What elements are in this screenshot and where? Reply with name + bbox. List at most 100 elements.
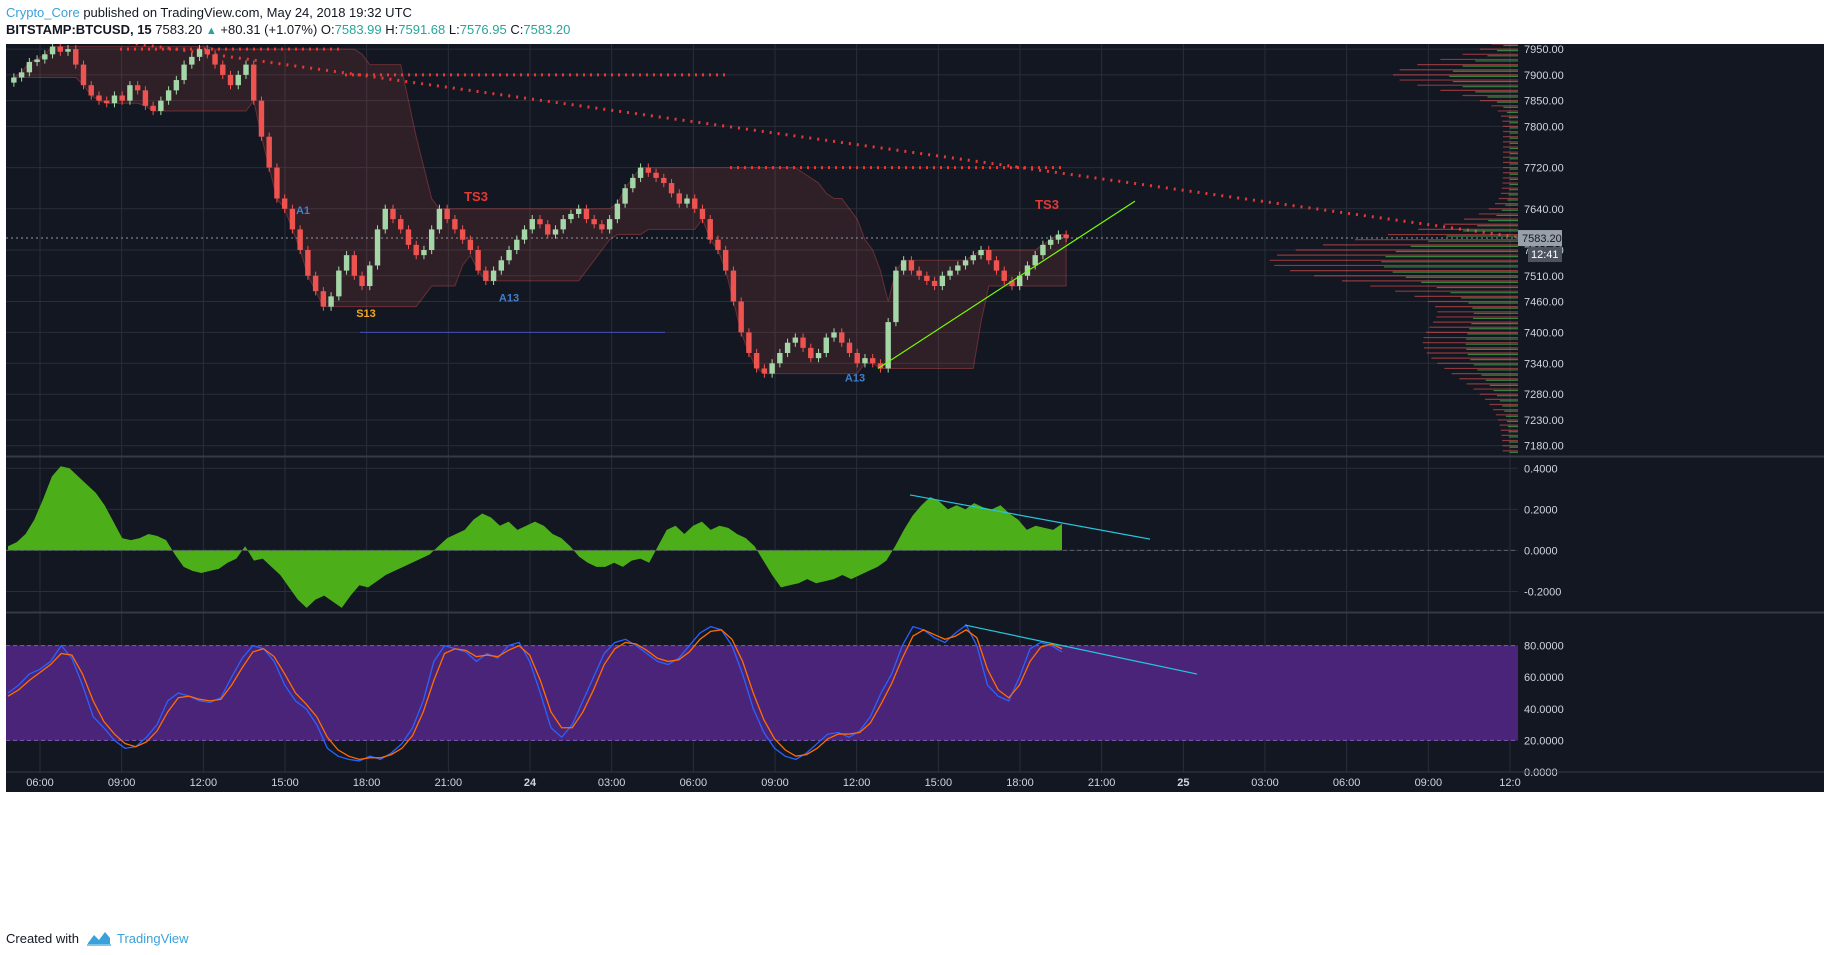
tradingview-link[interactable]: TradingView — [117, 931, 189, 946]
last-price-badge — [1518, 230, 1562, 247]
candle-body — [676, 193, 682, 204]
candle-body — [258, 100, 265, 137]
time-tick-label: 21:00 — [1088, 777, 1116, 789]
candle-body — [591, 219, 597, 225]
candle-body — [336, 270, 342, 297]
candle-body — [738, 301, 744, 333]
candle-body — [11, 77, 17, 83]
candle-body — [784, 342, 791, 353]
change-value: +80.31 (+1.07%) — [220, 22, 318, 37]
candle-body — [575, 208, 582, 214]
candle-body — [220, 64, 226, 75]
candle-body — [127, 85, 133, 101]
candle-body — [196, 49, 203, 57]
close-value: 7583.20 — [523, 22, 571, 37]
candle-body — [823, 337, 829, 353]
candle-body — [243, 64, 249, 75]
candle-body — [312, 275, 319, 292]
candle-body — [831, 332, 837, 338]
candle-body — [978, 250, 984, 256]
candle-body — [916, 270, 922, 276]
price-tick-label: 7460.00 — [1524, 297, 1564, 309]
candle-body — [514, 239, 520, 250]
candle-body — [483, 270, 489, 281]
candle-body — [1009, 280, 1015, 287]
candle-body — [808, 347, 814, 359]
price-tick-label: 7510.00 — [1524, 271, 1564, 283]
price-tick-label: 7340.00 — [1524, 358, 1564, 370]
time-tick-label: 09:00 — [761, 777, 789, 789]
candle-body — [614, 203, 621, 220]
time-tick-label: 18:00 — [353, 777, 381, 789]
candle-body — [490, 270, 497, 281]
stoch-tick-label: 60.0000 — [1524, 672, 1564, 684]
candle-body — [668, 183, 675, 194]
candle-body — [351, 255, 358, 276]
stoch-tick-label: 0.0000 — [1524, 767, 1558, 779]
time-tick-label: 06:00 — [1333, 777, 1361, 789]
time-tick-label: 09:00 — [108, 777, 136, 789]
countdown-text: 12:41 — [1531, 249, 1559, 261]
price-tick-label: 7950.00 — [1524, 44, 1564, 56]
high-value: 7591.68 — [398, 22, 446, 37]
candle-body — [661, 177, 667, 184]
symbol-label: BITSTAMP:BTCUSD, 15 — [6, 22, 152, 37]
candle-body — [900, 260, 907, 271]
stoch-tick-label: 80.0000 — [1524, 641, 1564, 653]
candle-body — [970, 255, 976, 261]
time-tick-label: 24 — [524, 777, 537, 789]
candle-body — [173, 80, 180, 91]
candle-body — [877, 363, 884, 369]
candle-body — [328, 296, 334, 307]
candle-body — [18, 72, 25, 78]
time-tick-label: 21:00 — [435, 777, 463, 789]
candle-body — [274, 167, 280, 199]
candle-body — [374, 229, 381, 266]
candle-body — [65, 49, 71, 52]
low-value: 7576.95 — [459, 22, 507, 37]
chart-header: Crypto_Core published on TradingView.com… — [0, 0, 1824, 44]
time-tick-label: 15:00 — [271, 777, 299, 789]
candle-body — [931, 280, 938, 287]
candle-body — [142, 90, 149, 106]
low-label: L: — [448, 22, 460, 37]
candle-body — [119, 95, 125, 101]
signal-label: A13 — [499, 293, 519, 305]
candle-body — [405, 229, 412, 245]
candle-body — [846, 342, 853, 353]
stoch-tick-label: 20.0000 — [1524, 735, 1564, 747]
candle-body — [165, 90, 172, 101]
price-axis-background — [1518, 44, 1824, 792]
candle-body — [599, 224, 605, 230]
candle-body — [305, 250, 311, 276]
candle-body — [421, 250, 427, 256]
ascending-trendline — [877, 200, 1136, 369]
candle-body — [498, 260, 505, 271]
candle-body — [545, 224, 551, 235]
candle-body — [769, 363, 775, 374]
tradingview-logo-icon[interactable] — [86, 929, 112, 947]
countdown-badge — [1528, 247, 1562, 263]
candle-body — [839, 332, 845, 343]
candle-body — [134, 85, 141, 91]
candle-body — [800, 337, 806, 348]
last-price-badge-text: 7583.20 — [1522, 233, 1562, 245]
candle-body — [622, 188, 628, 204]
candle-body — [947, 270, 953, 276]
chart-canvas[interactable]: 06:00 09:00 12:00 15:00 18:00 21:00 24 03:00 06:… — [0, 44, 1824, 922]
candle-body — [955, 265, 961, 271]
candle-body — [862, 358, 868, 364]
candle-body — [529, 219, 535, 230]
candle-body — [297, 229, 303, 250]
signal-label: A1 — [296, 205, 310, 217]
author-link[interactable]: Crypto_Core — [6, 5, 80, 20]
candle-body — [506, 250, 512, 261]
candle-body — [34, 59, 40, 63]
signal-label: TS3 — [1035, 197, 1059, 212]
time-tick-label: 06:00 — [680, 777, 708, 789]
stoch-trendline — [964, 624, 1198, 675]
candle-body — [281, 198, 288, 209]
osc-tick-label: 0.4000 — [1524, 463, 1558, 475]
price-tick-label: 7900.00 — [1524, 70, 1564, 82]
candle-body — [707, 219, 713, 240]
